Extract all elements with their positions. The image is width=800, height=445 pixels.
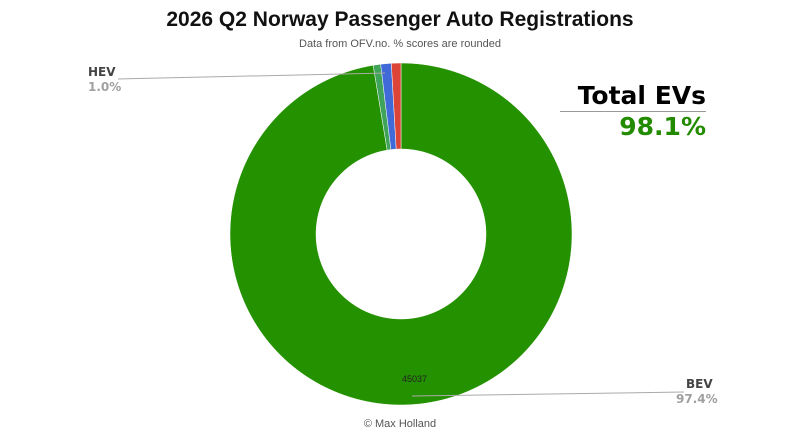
slice-bev	[229, 62, 573, 406]
bev-value-label: 45037	[402, 374, 427, 384]
bev-leader-line	[411, 391, 685, 397]
total-evs-title: Total EVs	[560, 82, 706, 112]
bev-label-name: BEV	[686, 377, 713, 391]
hev-label-name: HEV	[88, 65, 116, 79]
bev-label-percent: 97.4%	[676, 392, 718, 406]
total-evs-box: Total EVs 98.1%	[560, 82, 706, 142]
chart-title: 2026 Q2 Norway Passenger Auto Registrati…	[166, 8, 634, 31]
hev-label-percent: 1.0%	[88, 80, 121, 94]
donut-slices	[229, 62, 573, 406]
chart-subtitle: Data from OFV.no. % scores are rounded	[299, 38, 501, 50]
hev-leader-line	[117, 72, 386, 80]
copyright-text: © Max Holland	[363, 418, 437, 430]
total-evs-value: 98.1%	[619, 112, 706, 141]
slice-other	[391, 62, 402, 150]
